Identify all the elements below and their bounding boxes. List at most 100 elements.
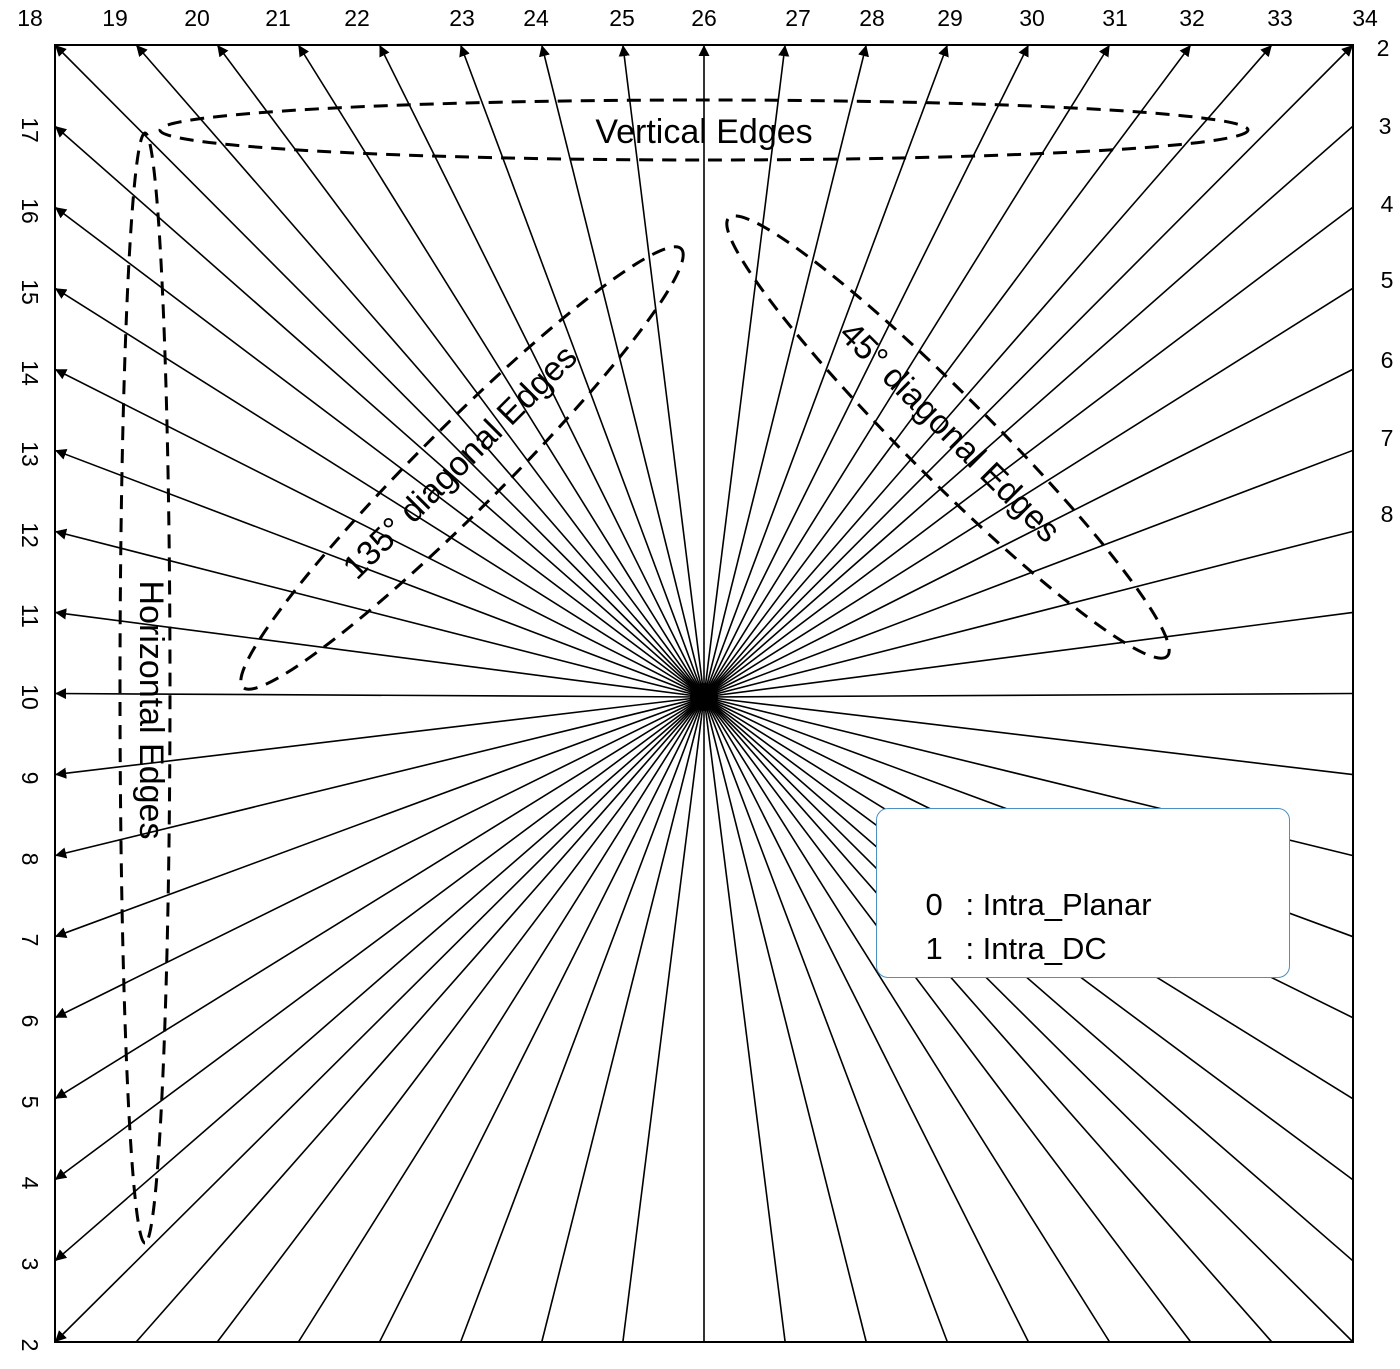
direction-ray	[703, 368, 1354, 698]
direction-ray	[378, 696, 705, 1343]
direction-ray	[622, 696, 705, 1343]
prediction-direction-arrow	[703, 44, 1354, 698]
mode-label: 26	[691, 5, 717, 31]
mode-label: 16	[17, 198, 43, 224]
direction-ray	[135, 696, 705, 1343]
mode-label: 29	[937, 5, 963, 31]
mode-label: 23	[449, 5, 475, 31]
legend-mode-name: : Intra_Planar	[965, 887, 1152, 922]
vertical-edges-outline	[158, 98, 1250, 162]
mode-label: 5	[17, 1096, 43, 1109]
direction-ray	[703, 696, 1273, 1343]
direction-ray	[703, 692, 1354, 698]
direction-ray	[297, 696, 705, 1343]
mode-label: 20	[184, 5, 210, 31]
diag135-edges-outline	[239, 245, 685, 691]
direction-ray	[703, 696, 1030, 1343]
direction-ray	[703, 696, 1192, 1343]
mode-label: 33	[1267, 5, 1293, 31]
prediction-direction-arrow	[618, 44, 705, 698]
mode-label: 7	[1381, 425, 1394, 451]
legend-mode-number: 0	[925, 887, 943, 922]
direction-ray	[703, 530, 1354, 698]
direction-ray	[703, 611, 1354, 698]
direction-ray	[216, 696, 705, 1343]
prediction-direction-arrow	[539, 44, 705, 698]
diag45-edges-label: 45° diagonal Edges	[832, 314, 1068, 550]
mode-label: 24	[523, 5, 549, 31]
direction-ray	[703, 287, 1354, 698]
prediction-direction-arrow	[135, 44, 705, 698]
prediction-direction-arrow	[54, 696, 705, 1100]
mode-label: 25	[609, 5, 635, 31]
mode-label: 7	[17, 934, 43, 947]
legend-mode-name: : Intra_DC	[965, 931, 1107, 966]
mode-label: 6	[17, 1015, 43, 1028]
mode-label: 19	[102, 5, 128, 31]
diag45-edges-outline	[725, 214, 1171, 660]
prediction-direction-arrow	[54, 528, 705, 698]
mode-label: 4	[17, 1177, 43, 1190]
prediction-direction-arrow	[378, 44, 705, 698]
direction-ray	[703, 696, 1354, 1343]
prediction-direction-arrow	[703, 44, 1192, 698]
prediction-direction-arrow	[459, 44, 705, 698]
mode-label: 27	[785, 5, 811, 31]
legend-item-dc: 1 : Intra_DC	[891, 895, 1107, 1003]
prediction-direction-arrow	[54, 125, 705, 698]
legend: 0 : Intra_Planar 1 : Intra_DC	[876, 808, 1290, 978]
mode-label: 4	[1381, 191, 1394, 217]
horizontal-edges-label: Horizontal Edges	[132, 581, 170, 840]
mode-label: 28	[859, 5, 885, 31]
prediction-direction-arrow	[54, 696, 705, 1343]
mode-label: 11	[17, 604, 43, 628]
mode-label: 31	[1102, 5, 1128, 31]
mode-label: 30	[1019, 5, 1045, 31]
mode-label: 32	[1179, 5, 1205, 31]
prediction-direction-arrow	[703, 44, 1030, 698]
prediction-direction-arrow	[54, 696, 705, 1262]
center-point	[690, 683, 718, 711]
horizontal-edges-outline	[118, 131, 172, 1245]
prediction-direction-arrow	[703, 44, 790, 698]
direction-ray	[703, 696, 786, 1343]
mode-label: 10	[17, 684, 43, 710]
mode-label: 34	[1352, 5, 1378, 31]
right-mode-labels: 2 3 4 5 6 7 8	[1377, 35, 1394, 527]
direction-ray	[703, 696, 1354, 776]
mode-label: 6	[1381, 347, 1394, 373]
mode-label: 2	[17, 1339, 43, 1352]
mode-label: 2	[1377, 35, 1390, 61]
top-mode-labels: 18 19 20 21 22 23 24 25 26 27 28 29 30 3…	[17, 5, 1378, 31]
direction-ray	[459, 696, 705, 1343]
mode-label: 22	[344, 5, 370, 31]
legend-mode-number: 1	[925, 931, 943, 966]
mode-label: 5	[1381, 267, 1394, 293]
prediction-direction-arrow	[54, 696, 705, 779]
mode-label: 12	[17, 522, 43, 548]
legend-item-planar: 0 : Intra_Planar	[891, 851, 1152, 959]
direction-ray	[703, 449, 1354, 698]
prediction-direction-arrow	[703, 44, 949, 698]
direction-ray	[703, 206, 1354, 698]
direction-ray	[703, 696, 1111, 1343]
prediction-direction-arrow	[703, 44, 1273, 698]
prediction-direction-arrow	[54, 696, 705, 859]
prediction-direction-arrow	[216, 44, 705, 698]
prediction-direction-arrow	[54, 696, 705, 939]
mode-label: 9	[17, 772, 43, 785]
mode-label: 13	[17, 441, 43, 467]
direction-ray	[703, 125, 1354, 698]
direction-ray	[540, 696, 705, 1343]
prediction-direction-arrow	[54, 368, 705, 698]
mode-label: 14	[17, 360, 43, 386]
prediction-direction-arrow	[54, 608, 705, 698]
mode-label: 3	[1379, 113, 1392, 139]
mode-label: 21	[265, 5, 291, 31]
diag135-edges-label: 135° diagonal Edges	[336, 338, 585, 587]
direction-ray	[703, 696, 868, 1343]
prediction-direction-arrow	[54, 687, 705, 700]
mode-label: 15	[17, 279, 43, 305]
direction-ray	[703, 696, 949, 1343]
mode-label: 8	[1381, 501, 1394, 527]
